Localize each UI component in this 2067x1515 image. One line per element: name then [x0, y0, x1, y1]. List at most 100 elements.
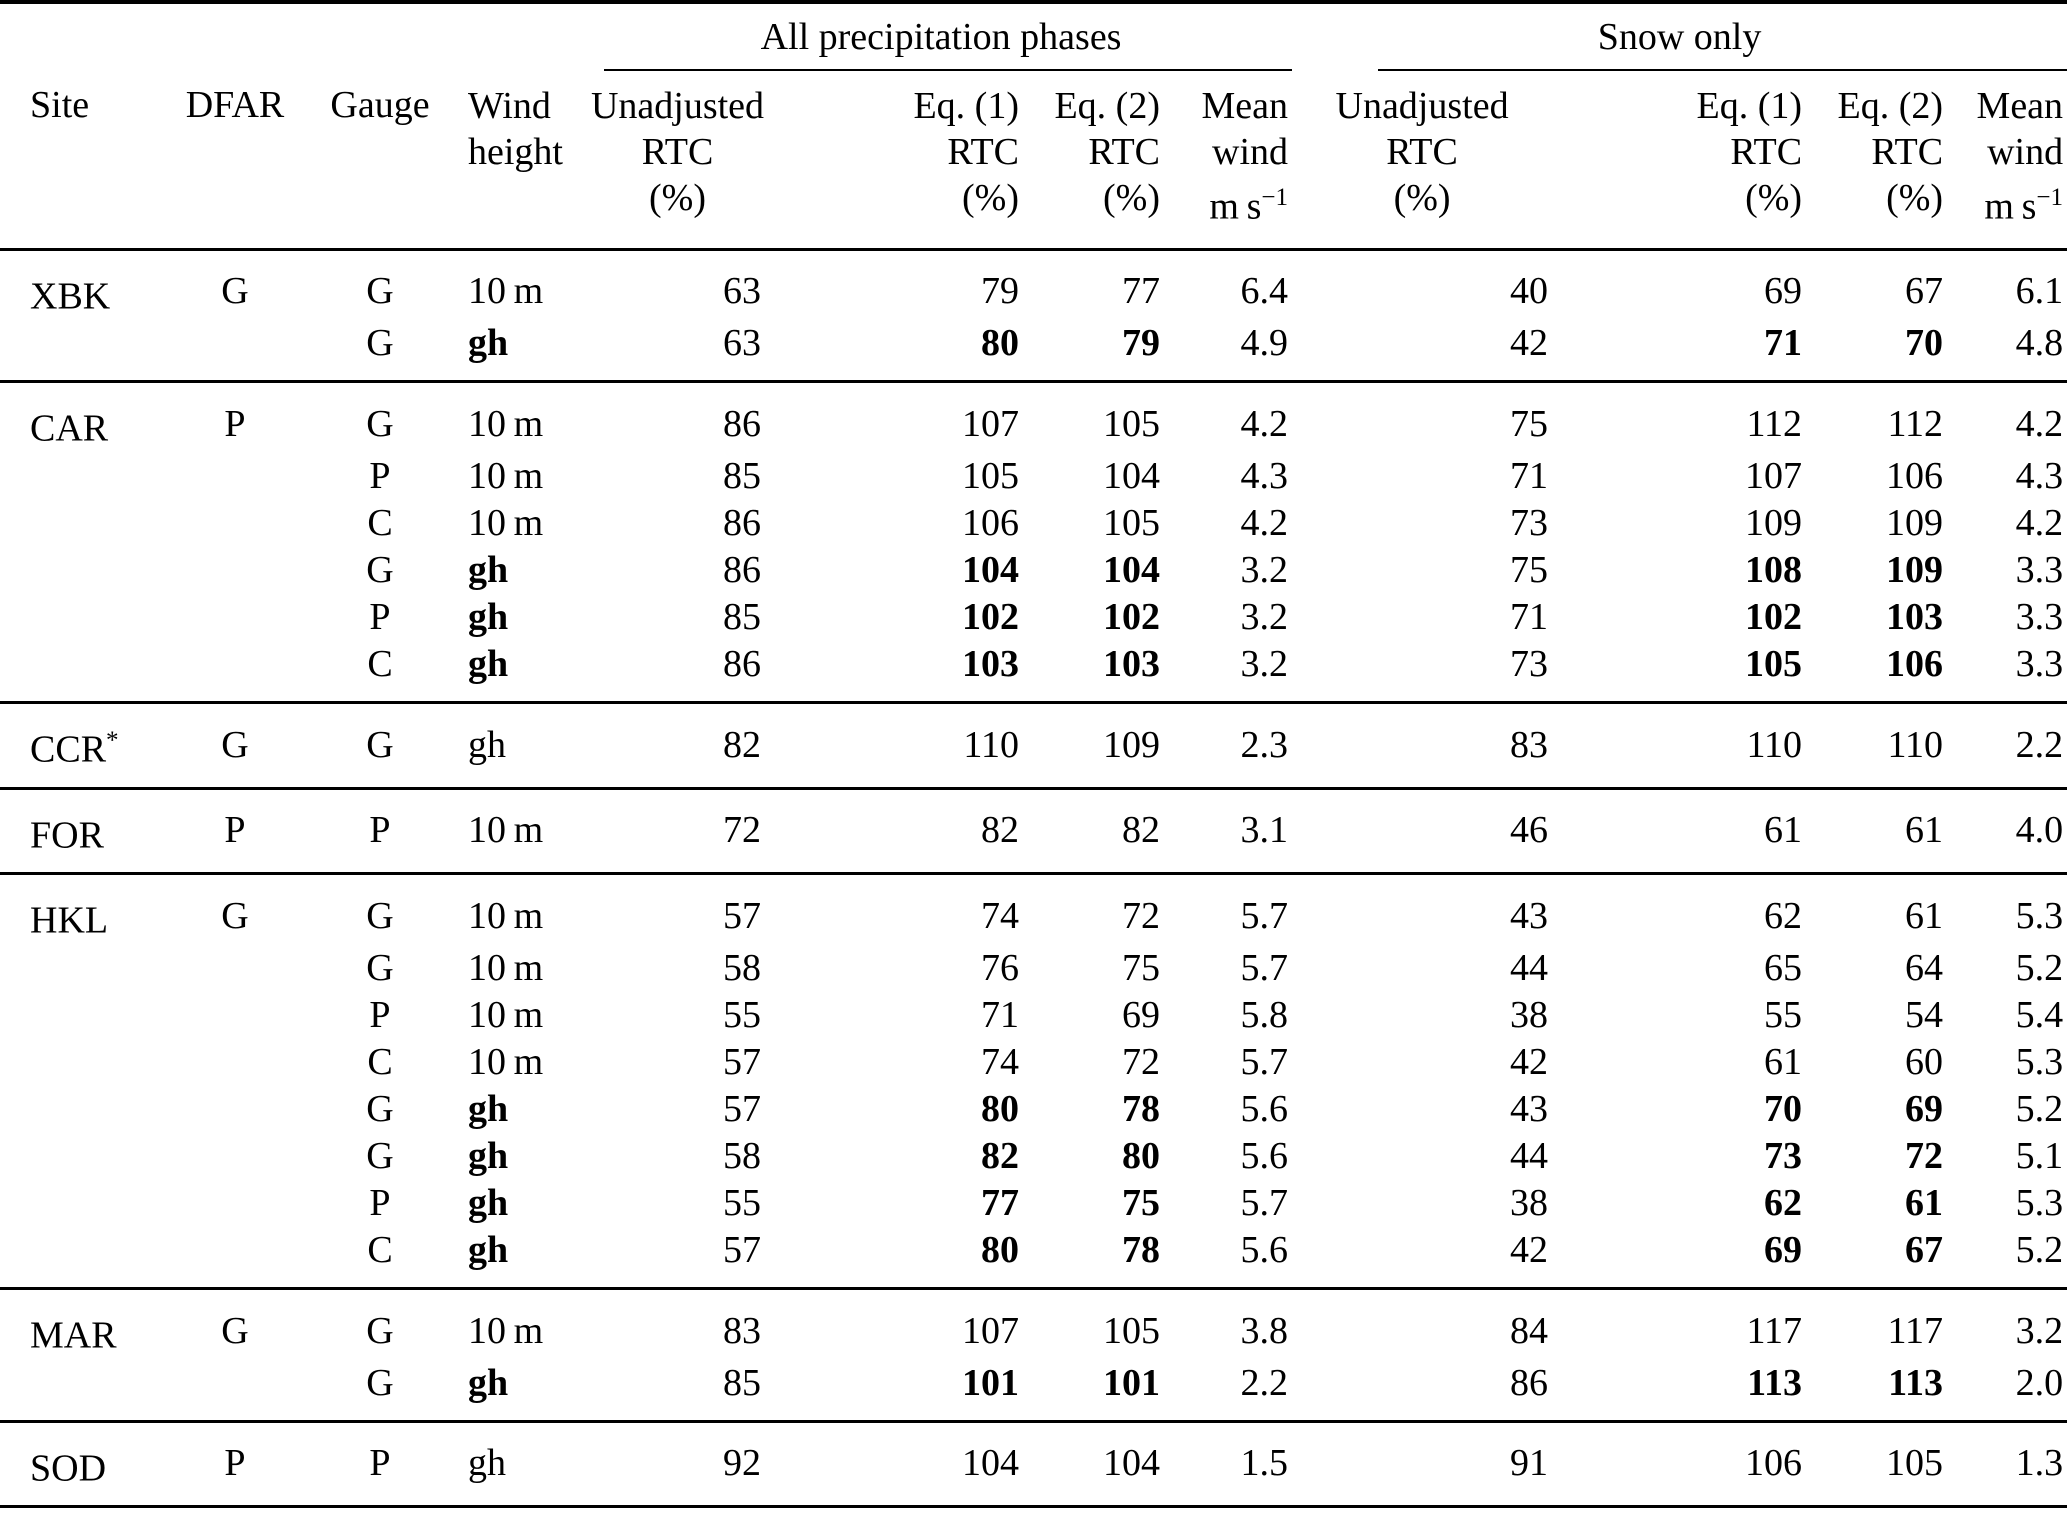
dfar-cell: [170, 945, 300, 992]
site-cell: [0, 500, 170, 547]
block-divider-line: [0, 701, 2067, 705]
site-label: HKL: [30, 899, 109, 942]
dfar-cell: [170, 1360, 300, 1422]
snow-eq2-rtc-cell: 113: [1888, 1361, 1944, 1404]
header-line: RTC: [641, 131, 714, 173]
table-row: CAR P G 10 m 86 107 105 4.2 75 112 112 4.2: [0, 383, 2067, 453]
all-eq1-rtc-cell: 80: [981, 1087, 1019, 1130]
all-eq2-rtc-cell: 77: [1122, 270, 1160, 313]
wind-height-cell: gh: [468, 723, 506, 766]
table-row: G 10 m 58 76 75 5.7 44 65 64 5.2: [0, 945, 2067, 992]
all-mean-wind-cell: 3.2: [1240, 548, 1289, 591]
wind-height-cell: gh: [468, 595, 509, 638]
all-eq2-rtc-cell: 111: [1023, 1508, 1164, 1515]
all-eq1-rtc-cell: 111: [765, 1508, 1023, 1515]
snow-eq2-rtc-cell: 67: [1905, 1228, 1944, 1271]
snow-mean-wind-cell: 1.3: [2015, 1442, 2064, 1485]
all-mean-wind-cell: 5.7: [1240, 1181, 1289, 1224]
header-line: Unadjusted: [590, 85, 765, 127]
snow-mean-wind-cell: 6.1: [2015, 270, 2064, 313]
dfar-cell: [170, 1133, 300, 1180]
site-cell: FOR: [0, 790, 170, 874]
gauge-cell: C: [367, 501, 393, 544]
site-cell: CCR*: [0, 704, 170, 788]
wind-height-cell: gh: [468, 1361, 509, 1404]
header-line: RTC: [1730, 131, 1803, 173]
all-eq1-rtc-cell: 82: [981, 809, 1019, 852]
site-cell: [0, 1039, 170, 1086]
snow-eq2-rtc-cell: 112: [1887, 403, 1944, 446]
snow-eq2-rtc-cell: 61: [1905, 809, 1944, 852]
snow-eq1-rtc-cell: 113: [1747, 1361, 1803, 1404]
snow-unadjusted-rtc-cell: 71: [1510, 454, 1549, 497]
all-unadjusted-rtc-cell: 63: [723, 322, 761, 365]
snow-unadjusted-rtc-cell: 79: [1292, 1508, 1552, 1515]
snow-mean-wind-cell: 3.3: [2015, 642, 2064, 685]
site-label: XBK: [30, 275, 111, 318]
snow-eq2-rtc-cell: 110: [1887, 723, 1944, 766]
all-eq1-rtc-cell: 105: [962, 454, 1019, 497]
gauge-cell: G: [366, 548, 394, 591]
snow-unadjusted-rtc-cell: 38: [1510, 993, 1549, 1036]
all-eq2-rtc-cell: 104: [1103, 548, 1160, 591]
gauge-cell: G: [366, 322, 394, 365]
snow-eq1-rtc-cell: 110: [1746, 723, 1803, 766]
dfar-cell: [170, 1180, 300, 1227]
unit-base: m s: [1984, 185, 2037, 228]
all-unadjusted-rtc-cell: 57: [723, 1228, 761, 1271]
site-cell: [0, 453, 170, 500]
block-divider: [0, 787, 2067, 791]
all-mean-wind-cell: 5.6: [1240, 1228, 1289, 1271]
all-eq2-rtc-cell: 72: [1122, 1040, 1160, 1083]
site-label: CCR: [30, 728, 107, 771]
all-mean-wind-cell: 3.1: [1240, 809, 1289, 852]
table-row: FOR P P 10 m 72 82 82 3.1 46 61 61 4.0: [0, 790, 2067, 874]
snow-eq2-rtc-cell: 61: [1905, 1181, 1944, 1224]
site-column-header: Site: [0, 71, 170, 251]
all-unadjusted-rtc-cell: 82: [723, 723, 761, 766]
snow-eq2-rtc-cell: 103: [1886, 595, 1944, 638]
all-eq1-rtc-cell: 106: [962, 501, 1019, 544]
snow-mean-wind-cell: 2.0: [2015, 1361, 2064, 1404]
snow-eq1-rtc-cell: 117: [1746, 1309, 1803, 1352]
dfar-cell: P: [224, 403, 246, 446]
dfar-cell: P: [224, 1442, 246, 1485]
dfar-cell: [170, 453, 300, 500]
gauge-cell: G: [366, 723, 394, 766]
snow-mean-wind-cell: 4.2: [2015, 501, 2064, 544]
all-eq2-rtc-cell: 102: [1103, 595, 1160, 638]
snow-eq2-rtc-cell: 72: [1905, 1134, 1944, 1177]
gauge-cell: G: [366, 270, 394, 313]
snow-mean-wind-cell: 5.4: [2015, 993, 2064, 1036]
all-eq2-rtc-cell: 72: [1122, 895, 1160, 938]
snow-unadjusted-rtc-cell: 44: [1510, 946, 1549, 989]
all-mean-wind-cell: 3.8: [1240, 1309, 1289, 1352]
all-unadjusted-rtc-cell: 58: [723, 1134, 761, 1177]
snow-eq2-rtc-cell: 106: [1886, 454, 1944, 497]
table-row: C 10 m 57 74 72 5.7 42 61 60 5.3: [0, 1039, 2067, 1086]
snow-eq1-rtc-cell: 55: [1764, 993, 1803, 1036]
snow-mean-wind-cell: 4.0: [2015, 809, 2064, 852]
wind-height-cell: 10 m: [468, 946, 544, 989]
header-line: (%): [1393, 177, 1451, 219]
all-mean-wind-cell: 4.3: [1240, 454, 1289, 497]
snow-unadjusted-rtc-cell: 73: [1510, 642, 1549, 685]
site-cell: XBK: [0, 249, 170, 320]
all-mean-wind-cell: 5.6: [1240, 1087, 1289, 1130]
snow-eq1-rtc-cell: 113: [1552, 1508, 1806, 1515]
all-unadjusted-rtc-cell: 86: [723, 548, 761, 591]
all-eq1-rtc-cell: 102: [962, 595, 1019, 638]
snow-mean-wind-cell: 3.3: [2015, 548, 2064, 591]
wind-height-cell: 10 m: [468, 270, 544, 313]
all-eq1-rtc-cell: 80: [981, 322, 1019, 365]
site-cell: [0, 1360, 170, 1422]
block-divider-line: [0, 872, 2067, 877]
gauge-cell: G: [366, 1087, 394, 1130]
block-divider-line: [0, 1505, 2067, 1509]
gauge-cell: P: [369, 993, 391, 1036]
all-mean-wind-cell: 4.2: [1240, 501, 1289, 544]
